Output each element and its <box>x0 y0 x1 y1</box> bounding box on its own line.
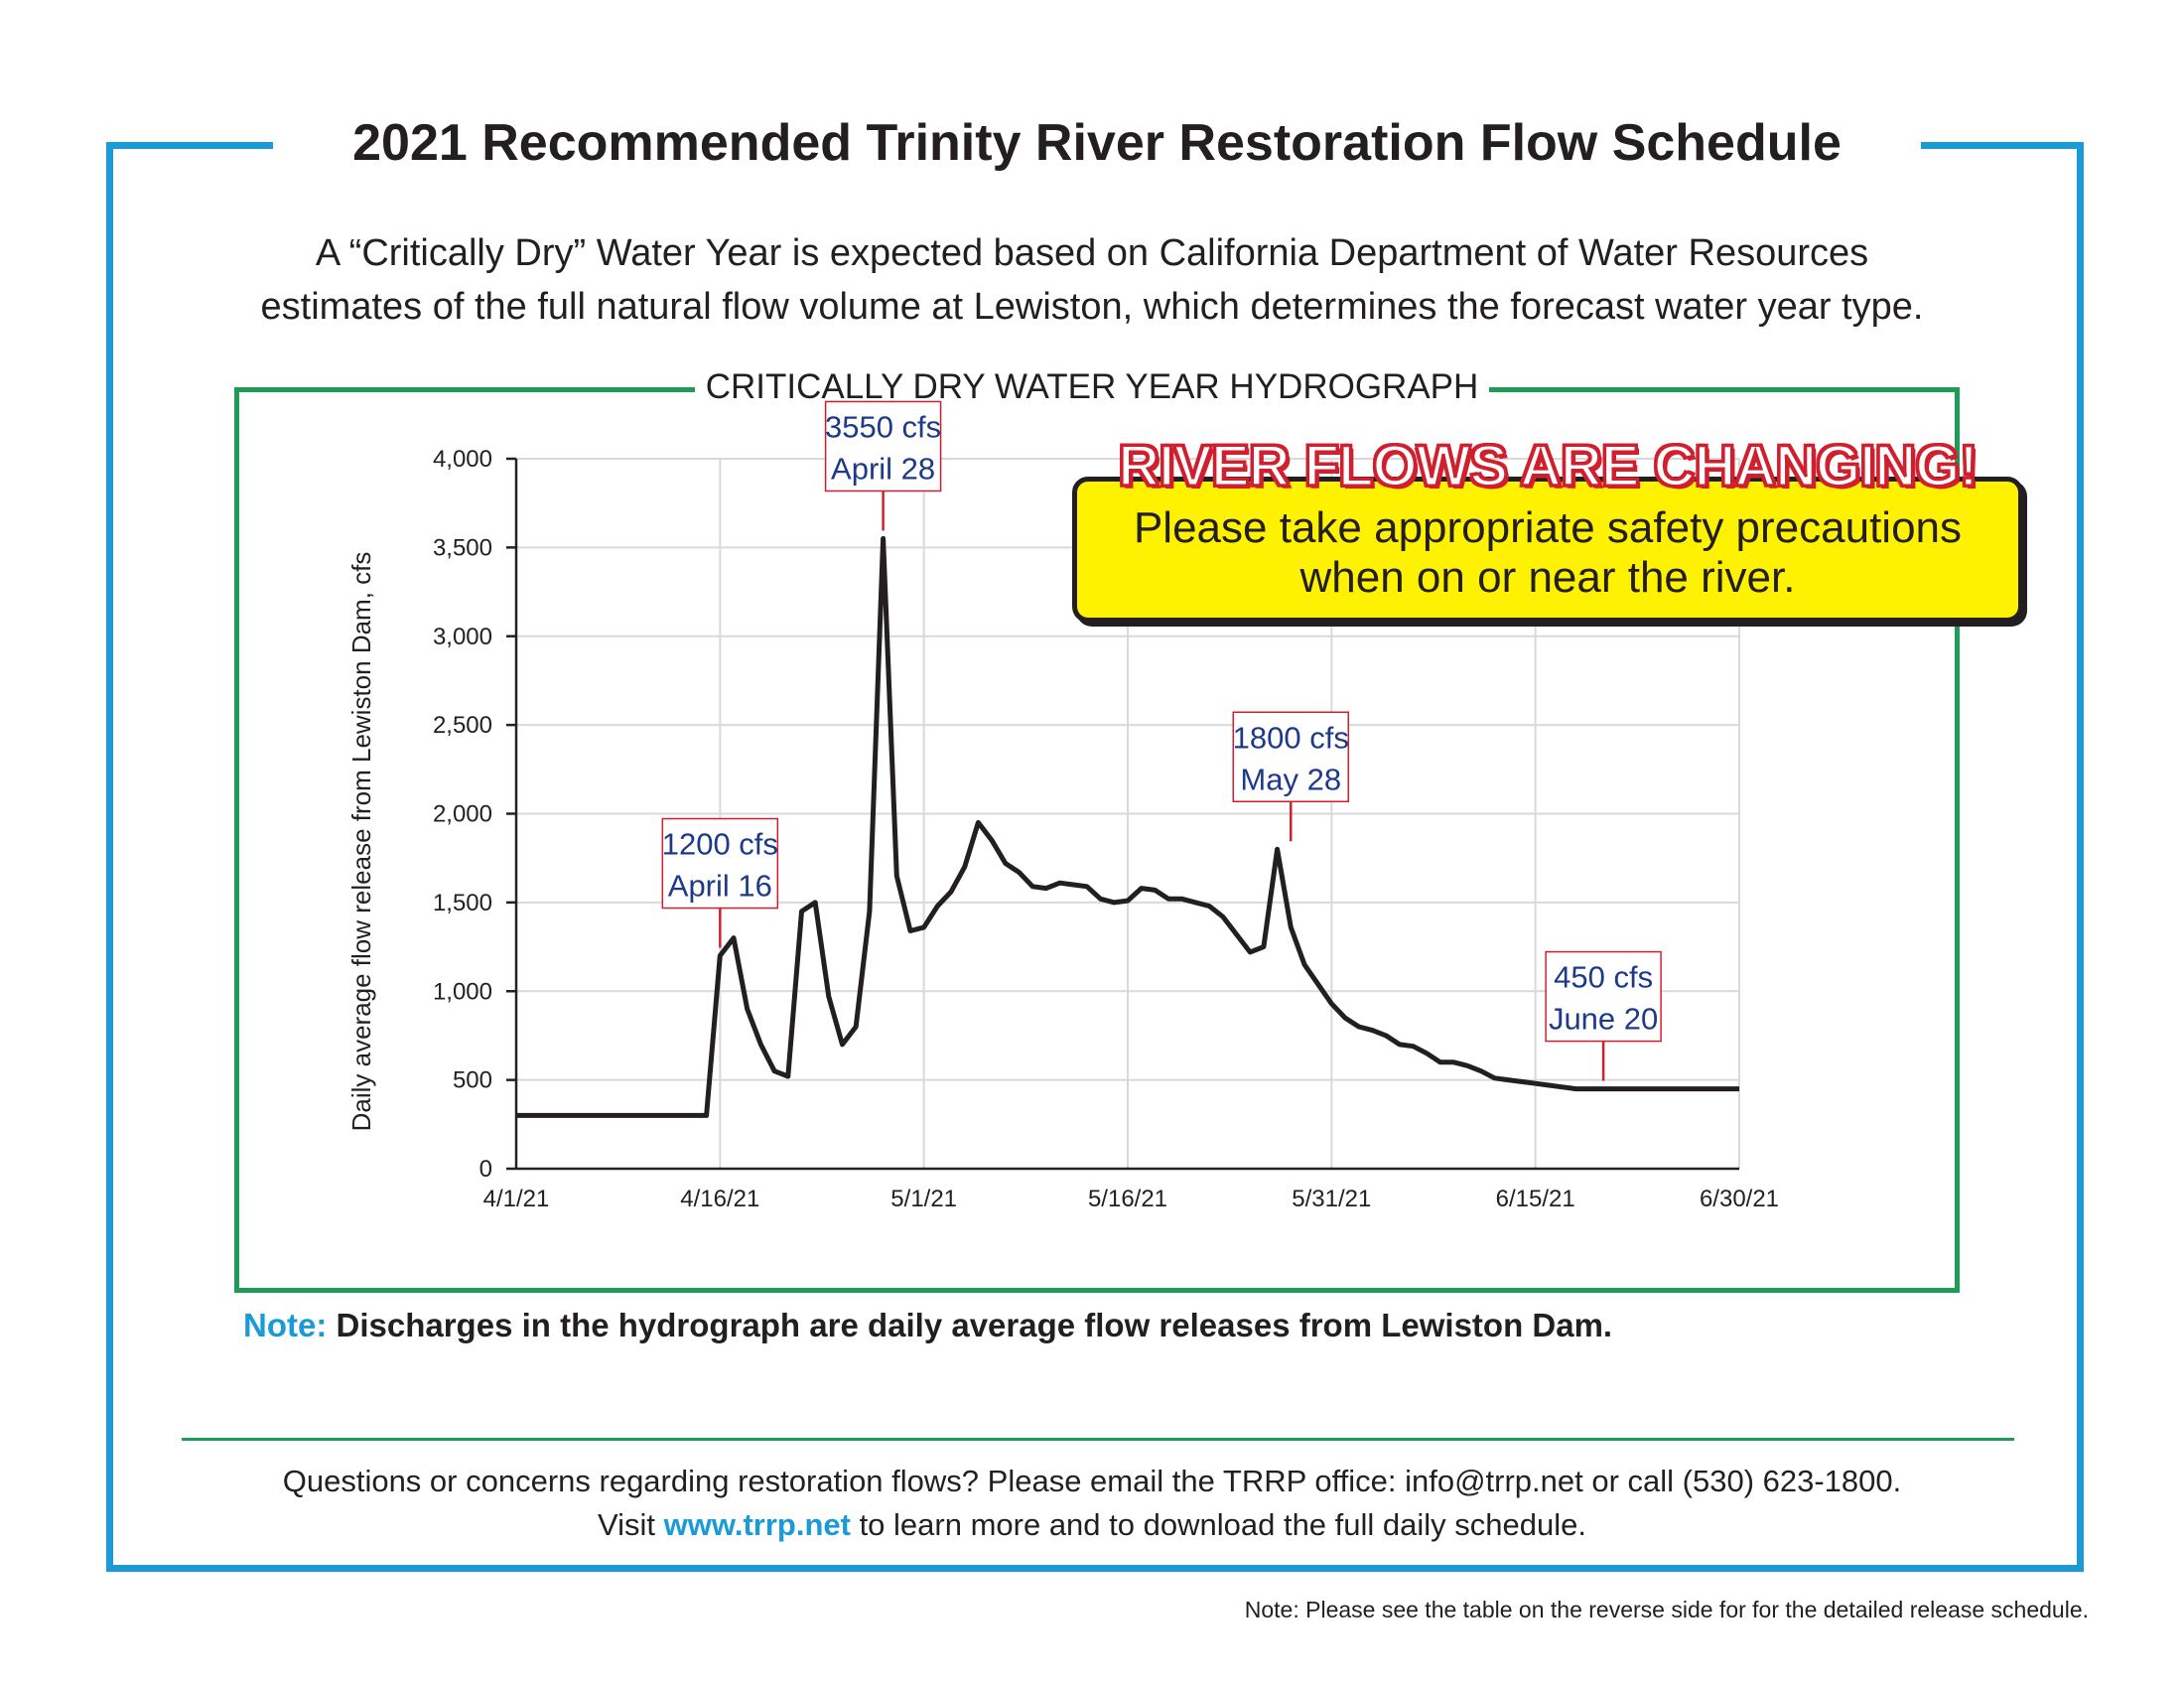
flow-series-line <box>516 535 1739 1118</box>
flow-callout: 1800 cfs May 28 <box>1232 711 1350 842</box>
callout-value: 1200 cfs <box>662 827 778 862</box>
contact-line-1: Questions or concerns regarding restorat… <box>282 1464 1902 1498</box>
note: Note: Discharges in the hydrograph are d… <box>243 1307 1612 1344</box>
warning-line-2: when on or near the river. <box>1299 553 1796 602</box>
callout-box <box>1232 711 1350 802</box>
note-text: Discharges in the hydrograph are daily a… <box>336 1307 1613 1343</box>
intro-text: A “Critically Dry” Water Year is expecte… <box>139 226 2045 334</box>
annotations: 1200 cfs April 16 3550 cfs April 28 1800 cfs… <box>661 400 1662 1081</box>
y-tick-label: 1,500 <box>433 890 492 916</box>
warning-line-1: Please take appropriate safety precautio… <box>1133 503 1963 552</box>
callout-date: June 20 <box>1549 1002 1658 1037</box>
warning-body: Please take appropriate safety precautio… <box>1077 482 2018 603</box>
y-tick-label: 500 <box>453 1067 492 1094</box>
y-tick-label: 3,000 <box>433 624 492 650</box>
y-tick-label: 2,500 <box>433 712 492 739</box>
callout-box <box>824 400 942 492</box>
x-tick-label: 4/1/21 <box>483 1186 550 1212</box>
y-tick-label: 2,000 <box>433 801 492 828</box>
callout-value: 1800 cfs <box>1233 720 1349 755</box>
footnote: Note: Please see the table on the revers… <box>1244 1597 2089 1622</box>
x-tick-label: 6/30/21 <box>1700 1186 1779 1212</box>
callout-value: 450 cfs <box>1554 960 1653 995</box>
callout-box <box>1545 950 1662 1043</box>
flow-callout: 450 cfs June 20 <box>1545 950 1662 1081</box>
callout-date: April 16 <box>668 869 772 904</box>
y-axis-label: Daily average flow release from Lewiston… <box>346 552 376 1132</box>
divider <box>182 1438 2014 1441</box>
y-tick-label: 4,000 <box>433 446 492 473</box>
callout-date: May 28 <box>1240 762 1341 796</box>
callout-box <box>661 817 779 910</box>
x-tick-label: 4/16/21 <box>680 1186 759 1212</box>
series-layer <box>516 535 1739 1118</box>
y-tick-label: 3,500 <box>433 534 492 561</box>
contact-info: Questions or concerns regarding restorat… <box>139 1460 2045 1547</box>
trrp-website-link[interactable]: www.trrp.net <box>663 1507 851 1542</box>
flow-callout: 1200 cfs April 16 <box>661 817 779 948</box>
axes <box>506 457 1739 1171</box>
contact-line-2-pre: Visit <box>598 1507 664 1542</box>
callout-value: 3550 cfs <box>825 409 941 444</box>
tick-labels: 0 500 1,000 1,500 2,000 2,500 3,000 3,500 4,000 4… <box>433 446 1779 1212</box>
x-tick-label: 5/16/21 <box>1088 1186 1167 1212</box>
flow-callout: 3550 cfs April 28 <box>824 400 942 531</box>
intro-line-1: A “Critically Dry” Water Year is expecte… <box>315 232 1869 274</box>
y-tick-label: 0 <box>479 1156 492 1183</box>
y-tick-label: 1,000 <box>433 978 492 1005</box>
page-title: 2021 Recommended Trinity River Restorati… <box>273 107 1921 179</box>
x-tick-label: 6/15/21 <box>1496 1186 1575 1212</box>
warning-title: RIVER FLOWS ARE CHANGING! <box>1117 433 1979 500</box>
callout-date: April 28 <box>831 451 935 486</box>
note-label: Note: <box>243 1307 328 1343</box>
x-tick-label: 5/31/21 <box>1292 1186 1371 1212</box>
contact-line-2-post: to learn more and to download the full d… <box>850 1507 1586 1542</box>
x-tick-label: 5/1/21 <box>890 1186 957 1212</box>
warning-box: Please take appropriate safety precautio… <box>1072 477 2023 623</box>
intro-line-2: estimates of the full natural flow volum… <box>260 286 1924 328</box>
contact-line-2: Visit www.trrp.net to learn more and to … <box>139 1503 2045 1547</box>
